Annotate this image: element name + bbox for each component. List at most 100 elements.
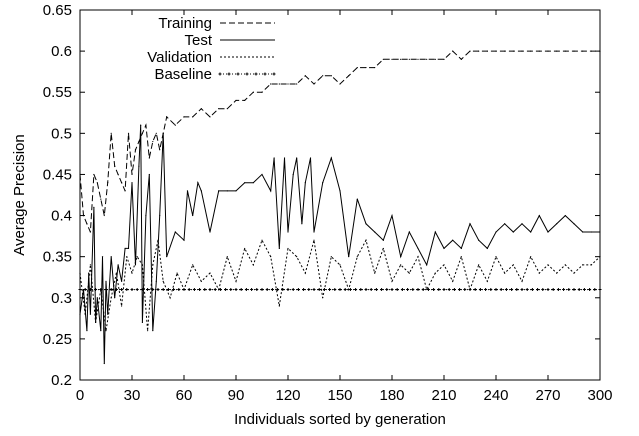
training-point xyxy=(278,83,280,85)
baseline-marker xyxy=(494,288,498,292)
baseline-marker xyxy=(99,288,103,292)
baseline-marker xyxy=(276,288,280,292)
validation-point xyxy=(105,330,107,332)
validation-point xyxy=(176,272,178,274)
training-point xyxy=(469,50,471,52)
training-point xyxy=(547,50,549,52)
baseline-marker xyxy=(348,288,352,292)
test-point xyxy=(93,206,95,208)
validation-point xyxy=(287,247,289,250)
baseline-marker xyxy=(208,288,212,292)
baseline-marker xyxy=(130,288,134,292)
validation-point xyxy=(200,280,202,282)
test-point xyxy=(117,264,119,266)
baseline-marker xyxy=(203,288,207,292)
baseline-marker xyxy=(588,288,592,292)
test-point xyxy=(88,272,90,274)
baseline-marker xyxy=(442,288,446,292)
y-tick-label: 0.4 xyxy=(51,208,72,225)
validation-point xyxy=(235,280,237,282)
legend-label-baseline: Baseline xyxy=(154,66,212,83)
test-point xyxy=(356,198,358,200)
baseline-marker xyxy=(426,288,430,292)
test-point xyxy=(186,190,189,192)
test-point xyxy=(313,231,315,233)
test-point xyxy=(273,157,275,159)
training-point xyxy=(582,50,584,52)
baseline-marker xyxy=(364,288,368,292)
test-point xyxy=(209,231,211,233)
baseline-marker xyxy=(416,288,420,292)
test-point xyxy=(391,214,393,217)
baseline-marker xyxy=(343,288,347,292)
test-point xyxy=(564,214,566,217)
baseline-marker xyxy=(598,288,602,292)
baseline-marker xyxy=(478,288,482,292)
training-point xyxy=(261,91,263,93)
validation-point xyxy=(192,264,194,266)
validation-point xyxy=(495,256,497,258)
x-tick-label: 30 xyxy=(124,387,141,404)
training-point xyxy=(209,116,211,118)
test-point xyxy=(590,231,592,233)
training-point xyxy=(155,132,157,134)
legend-label-training: Training xyxy=(158,15,212,32)
validation-point xyxy=(443,264,445,266)
legend-marker-baseline xyxy=(236,72,240,76)
x-tick-label: 180 xyxy=(379,387,404,404)
validation-point xyxy=(556,272,558,274)
validation-point xyxy=(582,264,584,266)
baseline-marker xyxy=(328,288,332,292)
training-point xyxy=(391,58,393,60)
baseline-marker xyxy=(218,288,222,292)
validation-point xyxy=(244,247,246,250)
training-point xyxy=(174,124,176,126)
training-point xyxy=(590,50,592,52)
baseline-marker xyxy=(172,288,176,292)
training-point xyxy=(287,83,289,85)
baseline-marker xyxy=(510,288,514,292)
x-tick-label: 210 xyxy=(431,387,456,404)
validation-point xyxy=(374,272,376,274)
training-point xyxy=(313,83,315,85)
validation-point xyxy=(226,256,228,258)
training-point xyxy=(599,50,601,52)
validation-point xyxy=(547,264,549,266)
validation-point xyxy=(115,272,117,274)
y-tick-label: 0.3 xyxy=(51,290,72,307)
training-point xyxy=(117,173,119,176)
validation-point xyxy=(121,305,123,307)
baseline-marker xyxy=(250,288,254,292)
baseline-marker xyxy=(546,288,550,292)
test-point xyxy=(141,321,143,324)
validation-point xyxy=(339,264,341,266)
training-point xyxy=(93,173,95,176)
series-baseline xyxy=(78,288,602,292)
training-point xyxy=(103,214,105,217)
baseline-marker xyxy=(104,288,108,292)
training-point xyxy=(374,66,376,69)
baseline-marker xyxy=(135,288,139,292)
validation-point xyxy=(261,239,263,241)
validation-point xyxy=(270,256,272,258)
baseline-marker xyxy=(572,288,576,292)
training-point xyxy=(141,132,143,134)
baseline-marker xyxy=(78,288,82,292)
test-point xyxy=(322,182,324,184)
training-point xyxy=(235,99,237,102)
test-point xyxy=(304,182,306,184)
validation-point xyxy=(296,256,298,258)
test-point xyxy=(200,190,202,192)
validation-point xyxy=(147,330,149,332)
baseline-marker xyxy=(437,288,441,292)
baseline-marker xyxy=(307,288,311,292)
test-point xyxy=(134,264,137,266)
test-point xyxy=(145,214,147,217)
baseline-marker xyxy=(530,288,534,292)
baseline-marker xyxy=(83,288,87,292)
test-point xyxy=(434,231,436,233)
training-point xyxy=(86,223,88,225)
validation-point xyxy=(408,272,410,274)
training-point xyxy=(400,58,402,60)
baseline-marker xyxy=(411,288,415,292)
